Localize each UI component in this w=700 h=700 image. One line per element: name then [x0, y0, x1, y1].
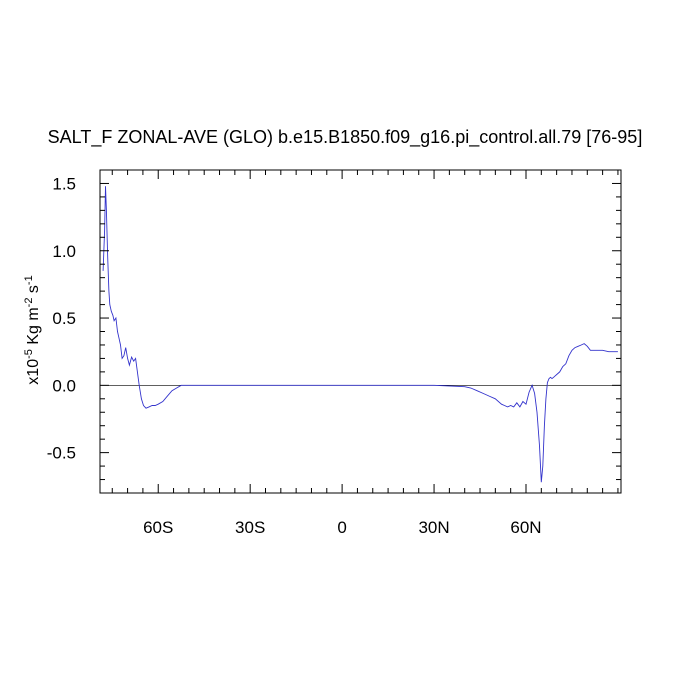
y-tick-label: 0.0	[52, 376, 76, 395]
y-tick-label: 0.5	[52, 309, 76, 328]
x-tick-label: 0	[337, 518, 346, 537]
chart-title: SALT_F ZONAL-AVE (GLO) b.e15.B1850.f09_g…	[48, 127, 643, 148]
y-tick-label: 1.5	[52, 174, 76, 193]
x-tick-label: 30S	[235, 518, 265, 537]
y-axis-label: x10-5 Kg m-2 s-1	[23, 275, 42, 384]
svg-text:x10-5 Kg m-2 s-1: x10-5 Kg m-2 s-1	[23, 275, 42, 384]
x-tick-label: 60S	[143, 518, 173, 537]
x-tick-label: 60N	[510, 518, 541, 537]
series-line-0	[102, 186, 618, 483]
y-tick-label: -0.5	[47, 444, 76, 463]
y-tick-label: 1.0	[52, 242, 76, 261]
plot-frame	[99, 169, 622, 494]
x-tick-label: 30N	[418, 518, 449, 537]
